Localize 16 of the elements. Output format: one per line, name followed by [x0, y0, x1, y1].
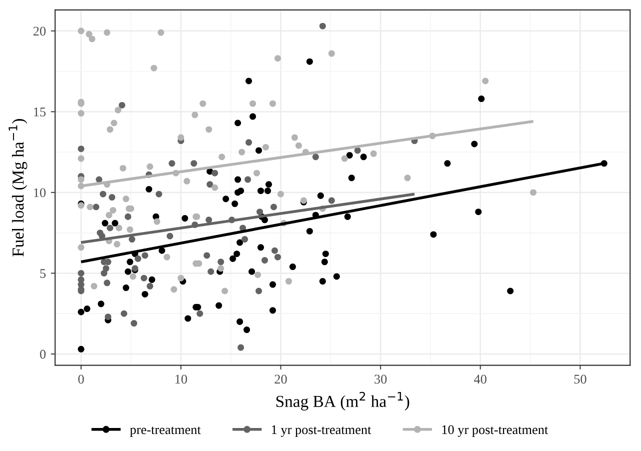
x-tick-label: 20 — [274, 374, 287, 384]
y-tick-label: 15 — [34, 108, 46, 116]
x-tick-label: 30 — [374, 374, 387, 384]
x-axis-title: Snag BA (m$^{2}$ ha$^{−1}$) — [276, 392, 410, 410]
legend-label: 1 yr post-treatment — [272, 425, 372, 437]
legend-label: pre-treatment — [130, 426, 201, 437]
legend-label: 10 yr post-treatment — [442, 425, 548, 437]
y-tick-label: 0 — [40, 350, 46, 359]
x-tick-label: 0 — [78, 374, 84, 384]
y-axis-title: Fuel load (Mg ha$^{−1}$) — [8, 119, 28, 256]
x-tick-label: 50 — [574, 374, 586, 384]
y-tick-label: 5 — [40, 269, 46, 278]
x-tick-label: 10 — [175, 374, 187, 384]
y-tick-label: 10 — [34, 188, 46, 198]
y-tick-label: 20 — [33, 26, 46, 36]
x-tick-label: 40 — [474, 374, 486, 384]
